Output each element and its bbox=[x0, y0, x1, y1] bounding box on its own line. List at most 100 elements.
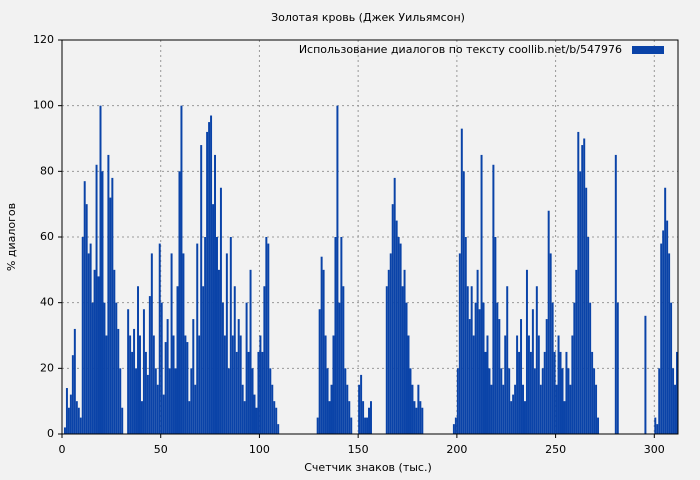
bar bbox=[518, 351, 521, 434]
bar bbox=[510, 401, 513, 434]
bar bbox=[500, 368, 503, 434]
bar bbox=[506, 286, 509, 434]
legend-label: Использование диалогов по тексту coollib… bbox=[299, 43, 622, 56]
bar bbox=[320, 256, 323, 434]
bar bbox=[101, 171, 104, 435]
bar bbox=[525, 269, 528, 434]
bar bbox=[364, 417, 367, 434]
bar bbox=[340, 237, 343, 434]
bar bbox=[85, 204, 88, 434]
bar bbox=[318, 309, 321, 434]
bar bbox=[452, 424, 455, 434]
bar bbox=[565, 351, 568, 434]
bar bbox=[464, 237, 467, 434]
bar bbox=[585, 187, 588, 434]
bar bbox=[476, 269, 479, 434]
bar bbox=[549, 253, 552, 434]
bar bbox=[664, 187, 667, 434]
bar bbox=[342, 286, 345, 434]
bar bbox=[656, 424, 659, 434]
legend-swatch bbox=[632, 46, 664, 54]
y-tick-label: 100 bbox=[33, 99, 54, 112]
bar bbox=[478, 309, 481, 434]
bar bbox=[593, 368, 596, 434]
bar bbox=[666, 220, 669, 434]
y-tick-label: 40 bbox=[40, 296, 54, 309]
bar bbox=[225, 253, 228, 434]
bar bbox=[121, 407, 124, 434]
bar bbox=[206, 131, 209, 434]
bar bbox=[563, 401, 566, 434]
bar bbox=[472, 335, 475, 434]
bar bbox=[231, 335, 234, 434]
bar bbox=[474, 302, 477, 434]
bar bbox=[239, 335, 242, 434]
bar bbox=[672, 368, 675, 434]
bar bbox=[326, 368, 329, 434]
bar bbox=[63, 427, 66, 434]
bar bbox=[73, 328, 76, 434]
bar bbox=[502, 384, 505, 434]
bar bbox=[158, 243, 161, 434]
bar bbox=[668, 253, 671, 434]
bar bbox=[567, 368, 570, 434]
bar bbox=[360, 374, 363, 434]
bar bbox=[77, 407, 80, 434]
bar bbox=[595, 384, 598, 434]
x-tick-label: 150 bbox=[348, 443, 369, 456]
bar bbox=[164, 342, 167, 434]
bar bbox=[397, 237, 400, 434]
bar bbox=[571, 335, 574, 434]
bar bbox=[204, 237, 207, 434]
bar bbox=[413, 401, 416, 434]
bar bbox=[462, 171, 465, 435]
bar bbox=[346, 384, 349, 434]
bar bbox=[597, 417, 600, 434]
bar bbox=[358, 384, 361, 434]
bar bbox=[261, 351, 264, 434]
bar bbox=[137, 286, 139, 434]
bar bbox=[589, 302, 592, 434]
bar bbox=[385, 286, 388, 434]
bar bbox=[180, 105, 183, 435]
bar bbox=[366, 417, 369, 434]
bar bbox=[212, 204, 215, 434]
bar bbox=[263, 286, 266, 434]
bar bbox=[152, 335, 155, 434]
bar bbox=[144, 351, 147, 434]
bar bbox=[508, 368, 511, 434]
bar bbox=[316, 417, 319, 434]
bar bbox=[393, 177, 396, 434]
bar bbox=[113, 269, 116, 434]
bar bbox=[480, 154, 483, 434]
bar bbox=[644, 315, 647, 434]
bar bbox=[202, 286, 205, 434]
bar bbox=[109, 197, 112, 434]
bar bbox=[69, 394, 72, 434]
bar bbox=[328, 401, 331, 434]
bar bbox=[531, 309, 534, 434]
bar bbox=[273, 401, 276, 434]
bar bbox=[196, 243, 199, 434]
bar bbox=[395, 220, 398, 434]
bar bbox=[456, 368, 459, 434]
bar bbox=[512, 394, 515, 434]
bar bbox=[160, 302, 163, 434]
bar bbox=[115, 302, 118, 434]
bar bbox=[336, 105, 339, 435]
bar bbox=[391, 204, 394, 434]
bar bbox=[182, 253, 185, 434]
bar bbox=[162, 394, 165, 434]
bar bbox=[524, 401, 526, 434]
bar bbox=[482, 302, 485, 434]
bar bbox=[662, 230, 665, 434]
bar bbox=[148, 296, 151, 434]
bar bbox=[547, 210, 550, 434]
bar bbox=[251, 368, 254, 434]
bar bbox=[67, 407, 70, 434]
bar bbox=[247, 351, 250, 434]
bar bbox=[81, 237, 84, 434]
bar bbox=[133, 328, 136, 434]
bar bbox=[233, 286, 236, 434]
